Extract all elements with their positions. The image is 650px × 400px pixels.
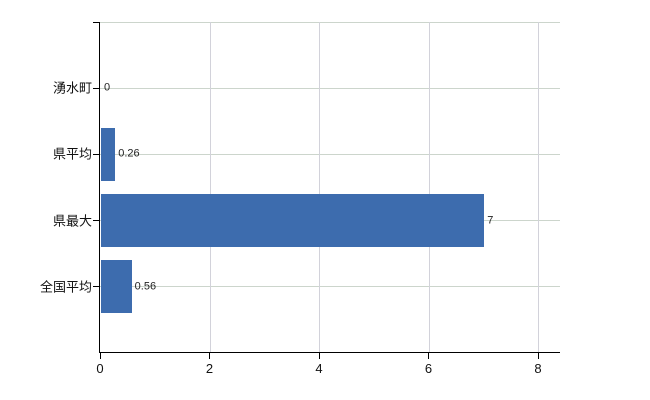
bar [101, 260, 132, 314]
x-tick-label: 2 [205, 361, 214, 376]
value-label: 0.26 [118, 147, 140, 160]
gridline-horizontal [100, 87, 560, 89]
x-tick-label: 6 [424, 361, 433, 376]
category-label: 県平均 [52, 146, 92, 162]
bar [101, 194, 485, 248]
category-label: 湧水町 [52, 80, 92, 96]
gridline-vertical [538, 22, 539, 353]
x-axis-tick [318, 353, 320, 359]
x-axis-tick [537, 353, 539, 359]
value-label: 0.56 [134, 280, 157, 293]
gridline-horizontal [100, 286, 560, 288]
x-tick-label: 0 [96, 361, 104, 376]
x-tick-label: 4 [315, 361, 323, 376]
gridline-vertical [319, 22, 320, 353]
x-tick-label: 8 [534, 361, 542, 376]
gridline-horizontal [100, 21, 560, 23]
y-axis-line [99, 22, 101, 353]
category-label: 県最大 [52, 213, 92, 229]
value-label: 7 [487, 214, 494, 227]
gridline-vertical [209, 22, 211, 353]
y-axis-tick [93, 87, 100, 89]
gridline-horizontal [100, 153, 560, 155]
x-axis-tick [99, 353, 101, 359]
y-axis-tick [93, 220, 100, 222]
value-label: 0 [104, 81, 111, 94]
y-axis-tick [93, 153, 100, 155]
x-axis-tick [428, 353, 429, 359]
x-axis-line [100, 352, 560, 354]
gridline-vertical [428, 22, 430, 353]
bar [101, 127, 116, 181]
y-axis-tick [93, 286, 100, 288]
x-axis-tick [209, 353, 210, 359]
y-axis-tick [93, 21, 100, 23]
category-label: 全国平均 [39, 279, 92, 295]
